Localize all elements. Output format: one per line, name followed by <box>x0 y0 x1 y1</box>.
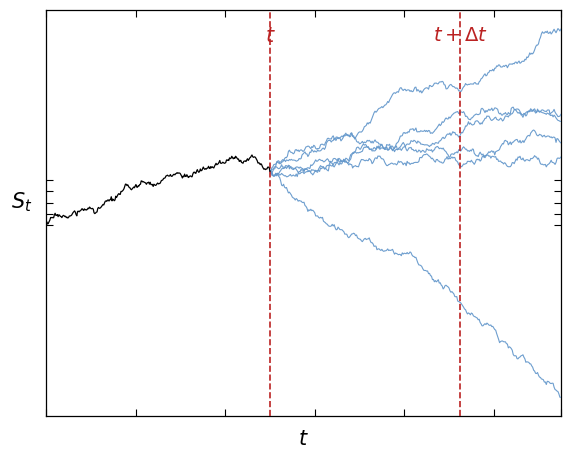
Text: $t + \Delta t$: $t + \Delta t$ <box>432 27 488 45</box>
X-axis label: $t$: $t$ <box>298 429 309 448</box>
Text: $t$: $t$ <box>264 27 275 46</box>
Y-axis label: $S_t$: $S_t$ <box>11 190 33 213</box>
